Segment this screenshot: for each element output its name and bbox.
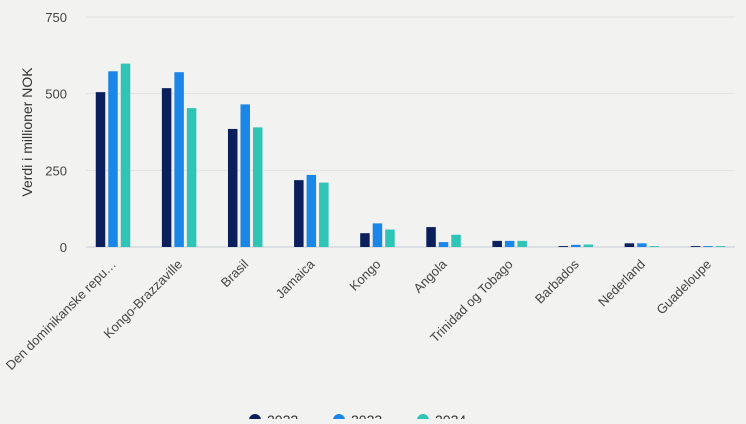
bar-2023-7[interactable] (571, 244, 581, 247)
bar-2022-6[interactable] (492, 240, 502, 247)
bar-2024-3[interactable] (319, 182, 329, 247)
bar-2024-1[interactable] (186, 108, 197, 247)
legend-marker-2022[interactable] (249, 414, 261, 424)
x-tick-label: Den dominikanske repu… (3, 257, 119, 373)
legend-marker-2023[interactable] (333, 414, 345, 424)
x-tick-label: Nederland (595, 257, 648, 310)
bar-2022-0[interactable] (95, 92, 106, 247)
bar-2023-0[interactable] (108, 71, 118, 247)
bar-2024-6[interactable] (517, 240, 527, 247)
x-tick-label: Barbados (532, 256, 582, 306)
bar-2024-0[interactable] (120, 63, 131, 247)
bar-2023-2[interactable] (240, 104, 250, 248)
bar-2024-2[interactable] (252, 127, 263, 247)
legend-marker-2024[interactable] (417, 414, 429, 424)
x-tick-label: Brasil (218, 256, 252, 290)
x-tick-label: Jamaica (273, 256, 318, 301)
y-tick-label: 250 (45, 163, 67, 178)
bar-2022-8[interactable] (624, 243, 635, 247)
legend-label-2023[interactable]: 2023 (351, 412, 382, 424)
y-axis: 0 250 500 750 (45, 10, 67, 255)
y-axis-label: Verdi i millioner NOK (19, 67, 35, 197)
x-tick-label: Guadeloupe (653, 257, 714, 318)
legend: 2022 2023 2024 (249, 412, 466, 424)
bar-2023-9[interactable] (703, 246, 713, 247)
bar-2023-8[interactable] (637, 243, 647, 247)
bar-2024-5[interactable] (451, 234, 461, 247)
y-tick-label: 750 (45, 10, 67, 25)
bar-2022-4[interactable] (360, 233, 370, 247)
bar-2023-1[interactable] (174, 72, 184, 247)
bar-2022-7[interactable] (558, 246, 569, 247)
bar-2022-9[interactable] (690, 246, 701, 247)
bar-2023-4[interactable] (372, 223, 383, 247)
bar-2023-3[interactable] (306, 174, 317, 247)
bar-2024-8[interactable] (649, 246, 660, 247)
bar-2022-5[interactable] (426, 227, 436, 247)
y-tick-label: 500 (45, 87, 67, 102)
bar-2024-7[interactable] (583, 244, 594, 247)
bar-2022-3[interactable] (294, 180, 304, 247)
bar-2022-2[interactable] (227, 128, 238, 247)
bar-2024-9[interactable] (715, 246, 726, 247)
x-tick-label: Angola (410, 256, 450, 296)
x-axis: Den dominikanske repu…Kongo-Brazzaville B… (3, 256, 714, 373)
legend-label-2022[interactable]: 2022 (267, 412, 298, 424)
x-tick-label: Kongo (346, 257, 383, 294)
bar-2024-4[interactable] (385, 229, 395, 247)
bar-2022-1[interactable] (161, 88, 172, 247)
bar-2023-6[interactable] (504, 240, 515, 247)
y-tick-label: 0 (60, 240, 67, 255)
legend-label-2024[interactable]: 2024 (435, 412, 466, 424)
bar-2023-5[interactable] (438, 242, 449, 247)
bars (95, 63, 726, 248)
